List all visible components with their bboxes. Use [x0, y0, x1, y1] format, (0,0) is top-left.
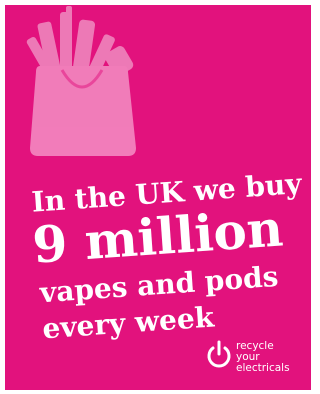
- page: In the UK we buy 9 million vapes and pod…: [0, 0, 316, 394]
- logo-line: electricals: [236, 362, 290, 374]
- poster: In the UK we buy 9 million vapes and pod…: [0, 0, 316, 394]
